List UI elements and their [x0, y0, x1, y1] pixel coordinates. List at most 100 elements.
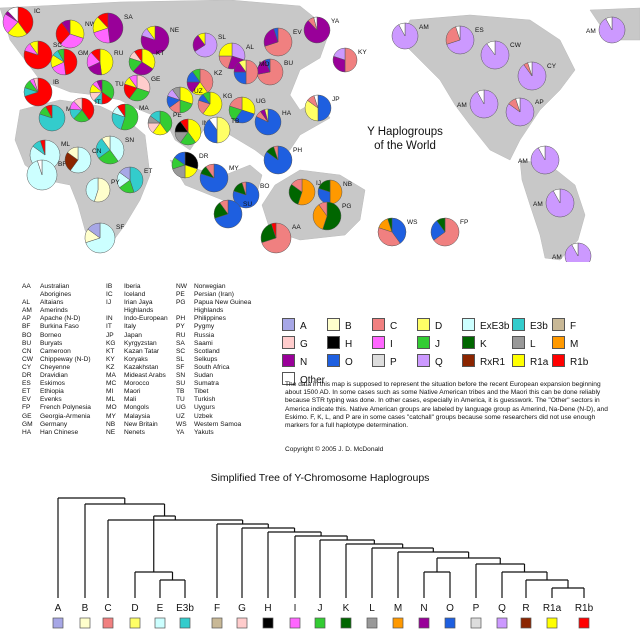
abbreviation-entry: IC Iceland: [106, 291, 168, 299]
abbreviation-entry: GE Georgia-Armenia: [22, 413, 91, 421]
abbreviation-name: Malaysia: [124, 412, 151, 420]
tree-leaf-label-e3b: E3b: [176, 603, 194, 614]
pie-label-kt: KT: [156, 50, 164, 57]
abbreviation-entry: Highlands: [176, 307, 251, 315]
pie-ws: [377, 217, 407, 247]
abbreviation-code: CW: [22, 355, 33, 363]
abbreviation-code: NB: [106, 420, 116, 428]
pie-slice-h: [184, 151, 199, 170]
pie-slice-g: [136, 74, 151, 93]
pie-label-ne: NE: [170, 27, 180, 34]
legend-swatch: [552, 354, 565, 367]
abbreviation-name: Sudan: [194, 372, 214, 380]
legend-item-f: F: [552, 318, 576, 332]
pie-label-sl: SL: [218, 34, 226, 41]
pie-slice-k: [436, 217, 446, 233]
abbreviation-entry: MC Morocco: [106, 380, 168, 388]
tree-leaf-label-l: L: [369, 603, 375, 614]
pie-label-sa: SA: [124, 14, 133, 21]
tree-leaf-swatch-i: [289, 617, 301, 629]
pie-slice-other: [37, 159, 43, 176]
pie-in: [174, 118, 202, 146]
tree-leaf-label-d: D: [131, 603, 138, 614]
tree-leaf-swatch-rxr1: [520, 617, 532, 629]
pie-label-ru: RU: [114, 50, 124, 57]
pie-label-sf: SF: [116, 224, 124, 231]
pie-slice-r1a: [99, 48, 114, 76]
pie-it: [69, 97, 95, 123]
abbreviation-code: SN: [176, 372, 186, 380]
legend-label: R1b: [570, 357, 589, 368]
abbreviation-code: JP: [106, 331, 114, 339]
pie-slice-c: [229, 96, 243, 111]
pie-slice-b: [101, 135, 111, 151]
tree-leaf-swatch-r1b: [578, 617, 590, 629]
pie-label-ws: WS: [407, 219, 418, 226]
pie-slice-r1b: [117, 103, 126, 118]
pie-am: [564, 242, 592, 262]
legend-label: A: [300, 321, 307, 332]
abbreviation-entry: BU Buryats: [22, 340, 91, 348]
abbreviation-code: MO: [106, 404, 117, 412]
pie-slice-c: [318, 201, 328, 217]
abbreviation-entry: CN Cameroon: [22, 348, 91, 356]
abbreviation-name: Borneo: [40, 331, 62, 339]
tree-leaf-label-e: E: [157, 603, 164, 614]
abbreviation-entry: BF Burkina Faso: [22, 323, 91, 331]
pie-slice-j: [192, 68, 201, 83]
legend-item-e3b: E3b: [512, 318, 548, 332]
abbreviation-entry: TU Turkish: [176, 396, 251, 404]
pie-ha: [254, 108, 282, 136]
legend-swatch: [372, 318, 385, 331]
pie-slice-c: [219, 199, 229, 215]
legend-item-d: D: [417, 318, 442, 332]
abbreviation-code: SU: [176, 380, 186, 388]
abbreviation-entry: NE Nenets: [106, 429, 168, 437]
pie-slice-r1b: [97, 12, 109, 29]
tree-leaf-swatch-o: [444, 617, 456, 629]
abbreviation-name: Mali: [124, 396, 137, 404]
pie-label-et: ET: [144, 168, 152, 175]
pie-label-ha: HA: [282, 110, 292, 117]
pie-slice-k: [288, 184, 303, 205]
pie-slice-r1b: [40, 139, 46, 156]
tree-leaf-swatch-g: [236, 617, 248, 629]
legend-label: E3b: [530, 321, 548, 332]
legend-swatch: [417, 336, 430, 349]
pie-slice-j: [57, 48, 65, 63]
pie-slice-k: [387, 217, 393, 233]
abbreviation-name: South Africa: [194, 363, 230, 371]
pie-am: [530, 145, 560, 175]
abbreviation-entry: WS Western Samoa: [176, 421, 251, 429]
pie-pg: [312, 201, 342, 231]
pie-kz: [186, 68, 214, 96]
pie-label-nw: NW: [85, 21, 97, 28]
pie-slice-e3b: [149, 110, 161, 124]
abbreviation-code: MC: [106, 380, 117, 388]
abbreviation-code: AP: [22, 315, 31, 323]
abbreviation-entry: AM Amerinds: [22, 307, 91, 315]
abbreviation-code: NE: [106, 428, 116, 436]
pie-label-ml: ML: [61, 141, 70, 148]
abbreviation-code: AM: [22, 307, 32, 315]
abbreviation-entry: NB New Britain: [106, 421, 168, 429]
copyright: Copyright © 2005 J. D. McDonald: [285, 446, 384, 453]
abbreviation-code: MI: [106, 388, 114, 396]
pie-slice-other: [7, 6, 19, 23]
tree-leaf-label-r: R: [522, 603, 529, 614]
pie-label-ic: IC: [34, 8, 41, 15]
abbreviation-name: Tibet: [194, 388, 209, 396]
legend-swatch: [462, 336, 475, 349]
pie-slice-d: [264, 108, 269, 123]
abbreviation-entry: SC Scotland: [176, 348, 251, 356]
abbreviation-code: WS: [176, 420, 187, 428]
abbreviation-entry: HA Han Chinese: [22, 429, 91, 437]
abbreviation-name: Eskimos: [40, 380, 65, 388]
pie-nb: [317, 179, 343, 205]
pie-slice-r1a: [146, 25, 156, 41]
abbreviation-name: New Britain: [124, 420, 158, 428]
abbreviation-column: NW Norwegian PE Persian (Iran) PG Papua New G…: [176, 283, 251, 437]
tree-leaf-swatch-h: [262, 617, 274, 629]
pie-ky: [332, 47, 358, 73]
pie-label-ya: YA: [331, 18, 340, 25]
